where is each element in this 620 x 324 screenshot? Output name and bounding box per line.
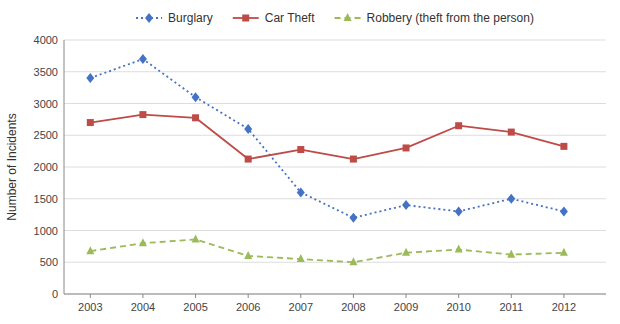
y-tick-label: 0: [52, 288, 58, 300]
x-tick: [353, 294, 354, 298]
y-tick-label: 4000: [34, 34, 58, 46]
point: [244, 124, 252, 134]
x-tick-label: 2007: [289, 301, 313, 313]
point: [139, 238, 147, 246]
point: [402, 200, 410, 210]
grid-line: [64, 167, 606, 168]
x-tick-label: 2009: [394, 301, 418, 313]
x-tick-label: 2004: [131, 301, 155, 313]
x-tick: [458, 294, 459, 298]
grid: [64, 40, 606, 294]
grid-line: [64, 71, 606, 72]
x-tick: [511, 294, 512, 298]
point: [402, 248, 410, 256]
x-tick-label: 2005: [183, 301, 207, 313]
point: [86, 246, 94, 254]
legend-item: Robbery (theft from the person): [335, 11, 534, 25]
point: [508, 129, 515, 136]
x-axis-line: [64, 294, 606, 295]
point: [349, 257, 357, 265]
x-tick-label: 2006: [236, 301, 260, 313]
y-axis-line: [64, 40, 65, 294]
chart-container: 0 500 1000 1500 2000 2500 3000 3500 4000 2003 2004…: [0, 0, 620, 324]
x-tick-label: 2010: [446, 301, 470, 313]
point: [244, 251, 252, 259]
point: [455, 122, 462, 129]
grid-line: [64, 103, 606, 104]
point: [507, 250, 515, 258]
series-line: [90, 239, 564, 262]
point: [349, 213, 357, 223]
point: [455, 206, 463, 216]
series: [86, 54, 568, 223]
series-group: [86, 54, 568, 265]
x-tick: [563, 294, 564, 298]
y-tick-label: 500: [40, 256, 58, 268]
y-tick-label: 1000: [34, 225, 58, 237]
point: [139, 54, 147, 64]
point: [560, 248, 568, 256]
y-tick-label: 2500: [34, 129, 58, 141]
point: [87, 119, 94, 126]
x-tick: [406, 294, 407, 298]
axes: 0 500 1000 1500 2000 2500 3000 3500 4000 2003 2004…: [34, 34, 606, 313]
legend-item: Burglary: [136, 11, 213, 25]
point: [455, 245, 463, 253]
grid-line: [64, 262, 606, 263]
point: [192, 234, 200, 242]
point: [245, 156, 252, 163]
chart: 0 500 1000 1500 2000 2500 3000 3500 4000 2003 2004…: [0, 0, 620, 324]
point: [297, 146, 304, 153]
point: [192, 92, 200, 102]
point: [139, 111, 146, 118]
legend-label: Robbery (theft from the person): [367, 11, 534, 25]
x-tick: [90, 294, 91, 298]
legend-marker: [242, 15, 249, 22]
legend: Burglary Car Theft Robbery (theft from the…: [136, 11, 534, 25]
point: [350, 156, 357, 163]
series-line: [90, 115, 564, 159]
y-tick-label: 2000: [34, 161, 58, 173]
x-tick: [300, 294, 301, 298]
grid-line: [64, 230, 606, 231]
legend-marker: [344, 13, 352, 21]
grid-line: [64, 294, 606, 295]
x-tick: [142, 294, 143, 298]
legend-item: Car Theft: [233, 11, 315, 25]
legend-label: Burglary: [168, 11, 213, 25]
x-tick-label: 2011: [499, 301, 523, 313]
y-tick-label: 3500: [34, 66, 58, 78]
point: [560, 206, 568, 216]
point: [403, 144, 410, 151]
series: [86, 234, 568, 265]
point: [192, 114, 199, 121]
grid-line: [64, 40, 606, 41]
legend-marker: [145, 13, 153, 23]
series-line: [90, 59, 564, 218]
grid-line: [64, 198, 606, 199]
point: [86, 73, 94, 83]
y-tick-label: 1500: [34, 193, 58, 205]
x-tick-label: 2003: [78, 301, 102, 313]
point: [507, 194, 515, 204]
point: [297, 187, 305, 197]
x-tick-label: 2008: [341, 301, 365, 313]
point: [297, 254, 305, 262]
y-tick-label: 3000: [34, 98, 58, 110]
legend-label: Car Theft: [265, 11, 315, 25]
y-axis-label: Number of Incidents: [5, 113, 19, 220]
x-tick-label: 2012: [552, 301, 576, 313]
series: [87, 111, 568, 162]
x-tick: [248, 294, 249, 298]
x-tick: [195, 294, 196, 298]
point: [560, 143, 567, 150]
